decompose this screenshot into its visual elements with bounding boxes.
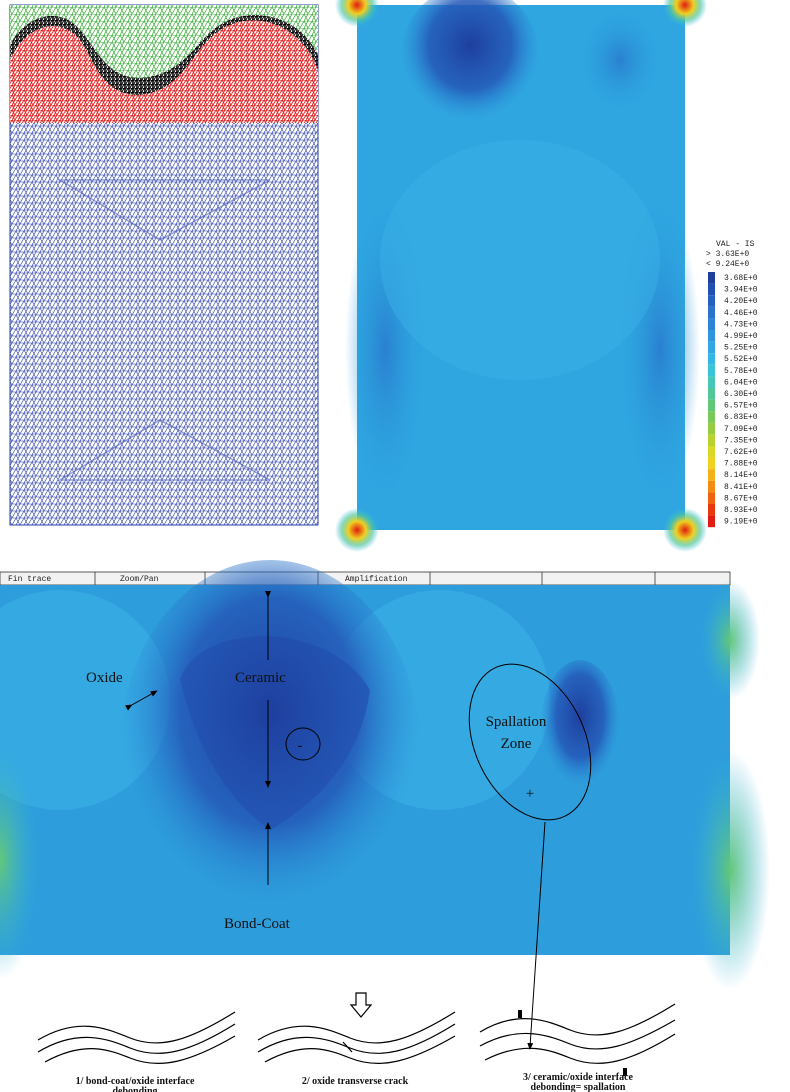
caption: debonding= spallation	[531, 1082, 626, 1092]
colorbar-label: 3.68E+0	[724, 274, 758, 283]
schematic: 1/ bond-coat/oxide interface debonding 2…	[38, 993, 675, 1092]
toolbar: Fin trace Zoom/Pan Amplification	[0, 572, 730, 585]
colorbar-swatch	[708, 388, 715, 400]
colorbar-swatch	[708, 353, 715, 365]
colorbar-swatch	[708, 400, 715, 412]
colorbar-label: 6.30E+0	[724, 390, 758, 399]
label-spallation: Zone	[501, 736, 532, 752]
colorbar-swatch	[708, 365, 715, 377]
colorbar-swatch	[708, 318, 715, 330]
colorbar-label: 4.73E+0	[724, 320, 758, 329]
page: {"colorbar": {"header": "VAL - IS", "max…	[0, 0, 790, 1092]
colorbar-label: 6.04E+0	[724, 378, 758, 387]
colorbar-label: 3.94E+0	[724, 286, 758, 295]
colorbar-swatch	[708, 272, 715, 284]
colorbar-swatch	[708, 492, 715, 504]
label-plus: +	[526, 786, 534, 802]
colorbar-swatch	[708, 469, 715, 481]
colorbar-label: 8.93E+0	[724, 506, 758, 515]
label-oxide: Oxide	[86, 670, 123, 686]
contour-zoom: Oxide Ceramic - Spallation Zone + Bond-C…	[0, 560, 770, 1047]
label-spallation: Spallation	[486, 714, 547, 730]
colorbar-label: 8.41E+0	[724, 483, 758, 492]
colorbar-label: 7.35E+0	[724, 436, 758, 445]
label-minus: -	[298, 738, 303, 754]
colorbar-label: 4.20E+0	[724, 297, 758, 306]
colorbar-min: < 9.24E+0	[706, 260, 749, 269]
colorbar-label: 6.83E+0	[724, 413, 758, 422]
colorbar-label: 9.19E+0	[724, 518, 758, 527]
colorbar-swatch	[708, 516, 715, 528]
colorbar-swatch	[708, 307, 715, 319]
toolbar-button: Zoom/Pan	[120, 575, 159, 584]
caption: debonding	[112, 1086, 157, 1092]
colorbar-label: 4.99E+0	[724, 332, 758, 341]
colorbar-max: > 3.63E+0	[706, 250, 749, 259]
colorbar-swatch	[708, 481, 715, 493]
colorbar-swatch	[708, 342, 715, 354]
colorbar-swatch	[708, 284, 715, 296]
toolbar-button: Amplification	[345, 575, 408, 584]
colorbar-label: 5.52E+0	[724, 355, 758, 364]
colorbar-label: 8.67E+0	[724, 494, 758, 503]
colorbar-label: 6.57E+0	[724, 402, 758, 411]
caption: 2/ oxide transverse crack	[302, 1076, 409, 1087]
colorbar-label: 8.14E+0	[724, 471, 758, 480]
colorbar-swatch	[708, 446, 715, 458]
colorbar-swatch	[708, 423, 715, 435]
colorbar-swatch	[708, 434, 715, 446]
colorbar-swatch	[708, 504, 715, 516]
colorbar-header: VAL - IS	[716, 240, 755, 249]
toolbar-button: Fin trace	[8, 575, 51, 584]
colorbar-label: 7.62E+0	[724, 448, 758, 457]
label-ceramic: Ceramic	[235, 670, 286, 686]
figure: VAL - IS > 3.63E+0 < 9.24E+0 3.68E+0 3.94…	[0, 0, 790, 1092]
mesh-panel	[10, 5, 318, 525]
contour-panel	[335, 0, 707, 552]
colorbar-label: 7.09E+0	[724, 425, 758, 434]
colorbar-swatch	[708, 376, 715, 388]
colorbar-swatch	[708, 458, 715, 470]
label-bond-coat: Bond-Coat	[224, 916, 291, 932]
colorbar-label: 5.25E+0	[724, 344, 758, 353]
colorbar-label: 7.88E+0	[724, 460, 758, 469]
colorbar-swatch	[708, 330, 715, 342]
colorbar-swatch	[708, 295, 715, 307]
colorbar: VAL - IS > 3.63E+0 < 9.24E+0 3.68E+0 3.94…	[706, 240, 758, 527]
colorbar-swatch	[708, 411, 715, 423]
colorbar-label: 4.46E+0	[724, 309, 758, 318]
colorbar-label: 5.78E+0	[724, 367, 758, 376]
